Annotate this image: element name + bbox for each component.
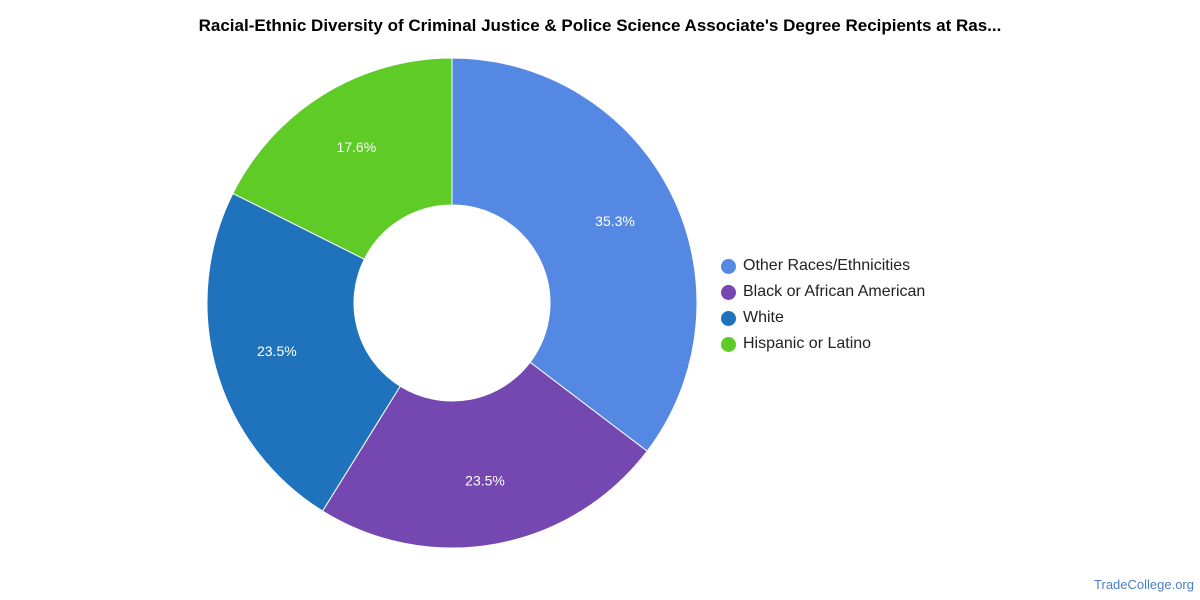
legend-label: Black or African American: [743, 283, 926, 300]
legend-swatch-icon: [721, 310, 736, 326]
legend-label: Other Races/Ethnicities: [743, 257, 911, 274]
chart-title: Racial-Ethnic Diversity of Criminal Just…: [198, 16, 1002, 35]
source-link[interactable]: TradeCollege.org: [1094, 577, 1194, 592]
donut-slice-white[interactable]: [206, 192, 401, 512]
slice-value-label: 17.6%: [336, 139, 376, 155]
donut-slice-hispanic-or-latino[interactable]: [232, 57, 453, 260]
donut-slice-black-or-african-american[interactable]: [321, 361, 648, 549]
legend-swatch-icon: [721, 336, 736, 352]
legend-swatch-icon: [721, 258, 736, 274]
slice-value-label: 35.3%: [595, 213, 635, 229]
legend-item[interactable]: Hispanic or Latino: [721, 331, 925, 357]
slice-value-label: 23.5%: [465, 473, 505, 489]
legend-item[interactable]: Other Races/Ethnicities: [721, 253, 925, 279]
chart-legend: Other Races/Ethnicities Black or African …: [721, 253, 925, 357]
legend-label: Hispanic or Latino: [743, 335, 872, 352]
legend-item[interactable]: Black or African American: [721, 279, 925, 305]
donut-slice-other-races-ethnicities[interactable]: [451, 57, 698, 452]
legend-item[interactable]: White: [721, 305, 925, 331]
legend-label: White: [743, 309, 784, 326]
slice-value-label: 23.5%: [257, 343, 297, 359]
legend-swatch-icon: [721, 284, 736, 300]
